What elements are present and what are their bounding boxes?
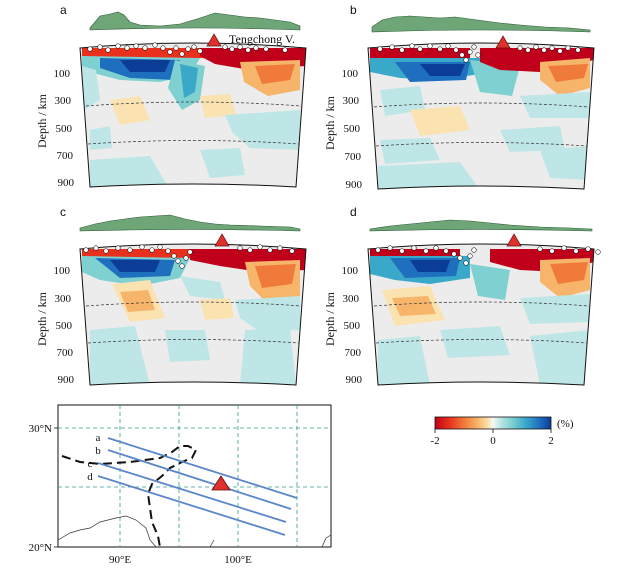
profile-label: c: [88, 458, 93, 470]
topography-profile: [369, 219, 593, 232]
depth-tick: 700: [345, 347, 362, 359]
block-boundary: [61, 445, 198, 548]
topography-profile: [89, 11, 301, 31]
topography-profile: [79, 214, 301, 232]
map-gridlines: [58, 405, 331, 547]
depth-tick: 300: [343, 95, 360, 107]
profile-label: a: [96, 432, 101, 444]
depth-axis-title: Depth / km: [323, 291, 337, 346]
panel-letter: c: [60, 205, 66, 219]
velocity-model: [368, 43, 594, 189]
colorbar-tick: -2: [430, 435, 439, 447]
velocity-model: [368, 244, 594, 385]
panel-letter: d: [350, 205, 357, 219]
depth-tick: 500: [344, 320, 361, 332]
velocity-model: [80, 43, 306, 187]
depth-tick: 100: [54, 68, 71, 80]
panel-letter: b: [350, 3, 357, 17]
earthquake-dots: [377, 43, 581, 63]
volcano-marker: [495, 35, 511, 49]
panel-a: a: [35, 3, 307, 189]
coastline: [57, 515, 332, 548]
depth-tick: 100: [54, 265, 71, 277]
earthquake-dots: [83, 244, 295, 269]
depth-axis-title: Depth / km: [35, 291, 49, 346]
depth-tick: 900: [346, 374, 363, 386]
lat-label: 20°N: [29, 542, 52, 554]
panel-b: b: [323, 3, 595, 191]
volcano-marker: [214, 233, 230, 247]
volcano-marker: [506, 233, 522, 247]
depth-axis: Depth / km 100 300 500 700 900: [35, 265, 75, 386]
depth-tick: 100: [342, 265, 359, 277]
depth-tick: 900: [58, 177, 75, 189]
earthquake-dots: [375, 245, 601, 266]
depth-tick: 900: [346, 179, 363, 191]
volcano-marker: [206, 33, 222, 47]
volcano-label: Tengchong V.: [229, 32, 295, 46]
panel-letter: a: [60, 3, 67, 17]
depth-tick: 100: [342, 68, 359, 80]
depth-tick: 500: [56, 320, 73, 332]
colorbar-tick: 0: [490, 435, 496, 447]
depth-tick: 700: [57, 347, 74, 359]
panel-d: d: [323, 205, 601, 386]
profile-lines: [97, 437, 298, 536]
colorbar-unit: (%): [557, 418, 574, 430]
location-map: a b c d 30°N 20°N 90°E 100°E: [29, 404, 332, 566]
panel-c: c: [35, 205, 307, 386]
velocity-model: [80, 244, 306, 385]
colorbar: -2 0 2 (%): [430, 416, 574, 447]
depth-axis: Depth / km 100 300 500 700 900: [323, 265, 363, 386]
depth-tick: 900: [58, 374, 75, 386]
depth-tick: 300: [55, 293, 72, 305]
lon-label: 90°E: [109, 554, 131, 566]
depth-tick: 300: [55, 95, 72, 107]
depth-tick: 500: [56, 123, 73, 135]
colorbar-gradient: [434, 416, 552, 430]
depth-tick: 500: [344, 123, 361, 135]
earthquake-dots: [87, 42, 288, 57]
depth-axis: Depth / km 100 300 500 700 900: [35, 68, 75, 189]
depth-tick: 300: [343, 293, 360, 305]
profile-label: d: [87, 471, 93, 483]
depth-tick: 700: [57, 150, 74, 162]
topography-profile: [371, 15, 591, 33]
volcano-marker: [211, 475, 231, 491]
profile-label: b: [95, 445, 101, 457]
colorbar-tick: 2: [548, 435, 554, 447]
lat-label: 30°N: [29, 423, 52, 435]
depth-tick: 700: [345, 151, 362, 163]
depth-axis-title: Depth / km: [323, 95, 337, 150]
lon-label: 100°E: [224, 554, 252, 566]
depth-axis-title: Depth / km: [35, 93, 49, 148]
depth-axis: Depth / km 100 300 500 700 900: [323, 68, 363, 191]
